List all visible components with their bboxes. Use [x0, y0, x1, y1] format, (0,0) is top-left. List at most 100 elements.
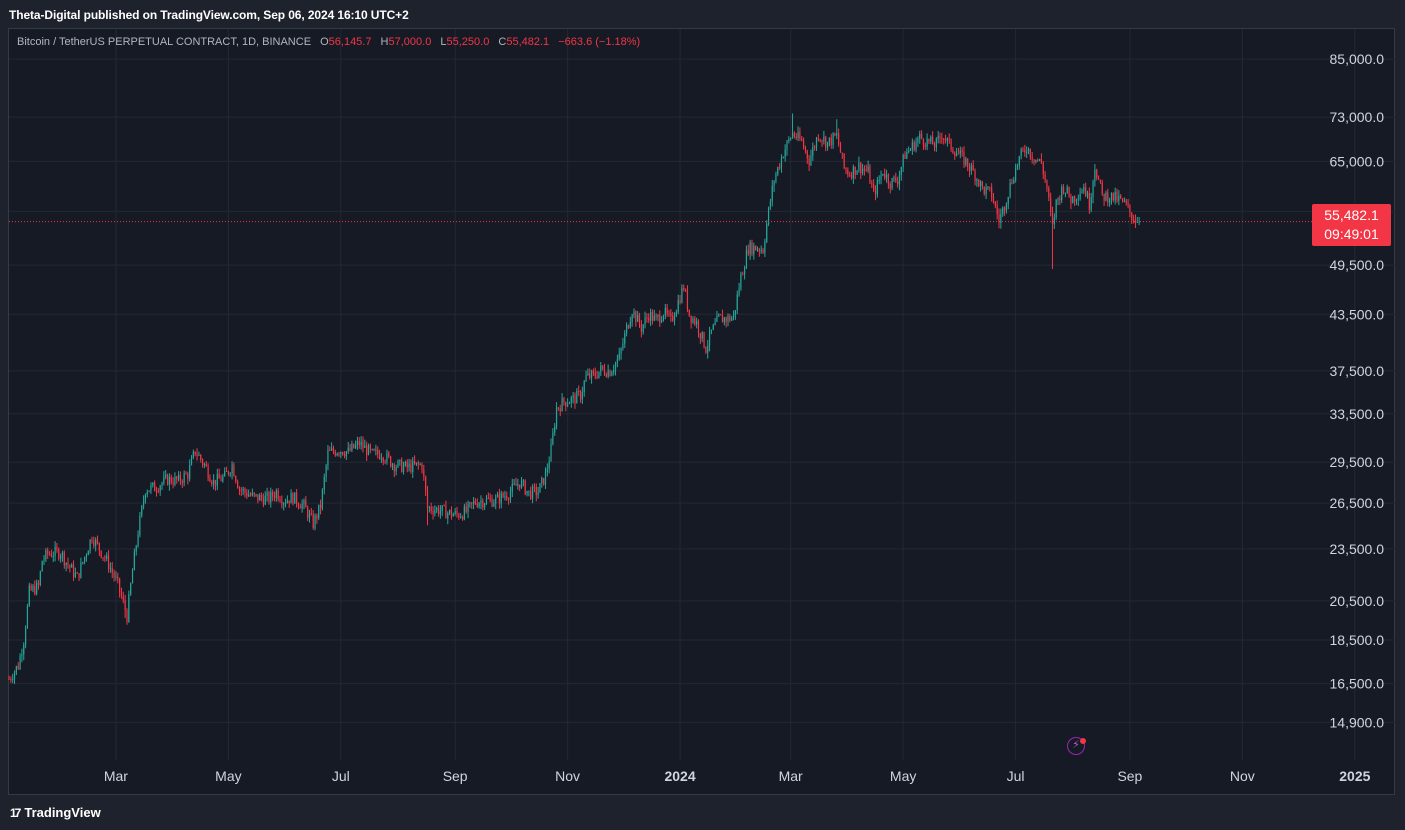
- candle-body: [345, 451, 347, 457]
- candle-body: [52, 556, 54, 558]
- candle-body: [463, 506, 465, 520]
- candle-body: [755, 245, 757, 251]
- candle-body: [410, 463, 412, 473]
- candle-body: [91, 539, 93, 542]
- candle-body: [496, 494, 499, 498]
- candle-body: [449, 509, 451, 514]
- candle-body: [30, 585, 32, 591]
- candle-body: [85, 555, 88, 557]
- candle-body: [1094, 169, 1096, 182]
- candle-body: [155, 491, 158, 493]
- candle-body: [421, 464, 423, 470]
- candle-body: [570, 397, 572, 403]
- candle-body: [450, 509, 453, 517]
- lightning-icon[interactable]: ⚡: [1067, 737, 1085, 755]
- candle-body: [26, 605, 29, 628]
- candle-body: [1066, 187, 1068, 193]
- candle-body: [391, 464, 394, 467]
- candle-body: [821, 140, 823, 142]
- candle-body: [1068, 187, 1070, 197]
- candle-body: [502, 493, 504, 497]
- candle-body: [307, 507, 309, 518]
- candle-body: [279, 499, 281, 502]
- candle-body: [150, 485, 152, 491]
- candle-body: [863, 168, 866, 170]
- candle-body: [898, 175, 901, 185]
- candle-body: [67, 562, 69, 566]
- candle-body: [209, 478, 211, 482]
- tradingview-logo[interactable]: 17 TradingView: [10, 805, 101, 820]
- candle-body: [729, 316, 731, 321]
- candle-body: [799, 132, 801, 140]
- candle-body: [515, 483, 517, 486]
- candle-body: [371, 449, 373, 451]
- candle-body: [284, 503, 287, 505]
- candle-body: [762, 249, 764, 253]
- candle-body: [56, 546, 58, 550]
- candle-body: [294, 492, 296, 504]
- candle-body: [1015, 167, 1017, 181]
- candle-body: [1007, 196, 1009, 205]
- candle-body: [681, 287, 683, 303]
- candle-body: [342, 452, 344, 455]
- candle-body: [585, 374, 587, 382]
- candle-body: [1092, 181, 1094, 198]
- candle-body: [850, 175, 853, 179]
- candle-body: [943, 138, 945, 140]
- candle-body: [537, 492, 539, 496]
- candle-body: [520, 480, 523, 488]
- candle-body: [338, 453, 340, 455]
- candle-body: [731, 317, 733, 321]
- candle-body: [751, 242, 753, 255]
- candle-body: [968, 166, 971, 171]
- candle-body: [120, 591, 123, 597]
- candle-body: [622, 343, 624, 349]
- y-axis-tick-label: 29,500.0: [1330, 454, 1385, 470]
- candle-body: [555, 407, 558, 427]
- candle-body: [589, 373, 591, 378]
- candle-body: [506, 496, 508, 499]
- candle-body: [273, 496, 276, 498]
- candle-body: [334, 451, 336, 456]
- candle-body: [401, 459, 403, 472]
- candle-body: [1112, 192, 1114, 201]
- candle-body: [128, 594, 130, 622]
- candle-body: [1077, 198, 1079, 200]
- candle-body: [705, 347, 707, 353]
- candle-body: [135, 545, 137, 552]
- candle-body: [356, 441, 359, 445]
- candle-body: [780, 157, 783, 168]
- candle-body: [34, 586, 36, 594]
- candle-body: [45, 550, 47, 560]
- candle-body: [933, 144, 936, 148]
- candle-body: [69, 565, 71, 568]
- y-axis-tick-label: 20,500.0: [1330, 593, 1385, 609]
- candle-body: [847, 170, 849, 175]
- candle-body: [332, 448, 335, 452]
- candle-body: [275, 490, 277, 498]
- candle-body: [600, 365, 602, 372]
- chart-pane[interactable]: [8, 28, 1395, 795]
- candle-body: [871, 183, 873, 185]
- candle-body: [860, 162, 862, 174]
- candle-body: [310, 513, 312, 515]
- candle-body: [1064, 192, 1066, 194]
- candle-body: [373, 449, 375, 451]
- candle-body: [533, 486, 536, 488]
- candle-body: [913, 142, 915, 151]
- candle-body: [61, 552, 64, 556]
- candle-body: [887, 174, 889, 185]
- candle-body: [83, 556, 86, 563]
- candle-body: [28, 585, 30, 606]
- candle-body: [329, 450, 331, 452]
- candle-body: [944, 139, 947, 141]
- candle-body: [399, 459, 401, 461]
- candle-body: [1055, 199, 1057, 218]
- candle-body: [522, 480, 524, 482]
- candle-body: [205, 463, 207, 467]
- candle-body: [404, 461, 406, 466]
- candle-body: [642, 324, 644, 332]
- candle-body: [144, 494, 147, 501]
- x-axis-tick-label: May: [890, 768, 916, 784]
